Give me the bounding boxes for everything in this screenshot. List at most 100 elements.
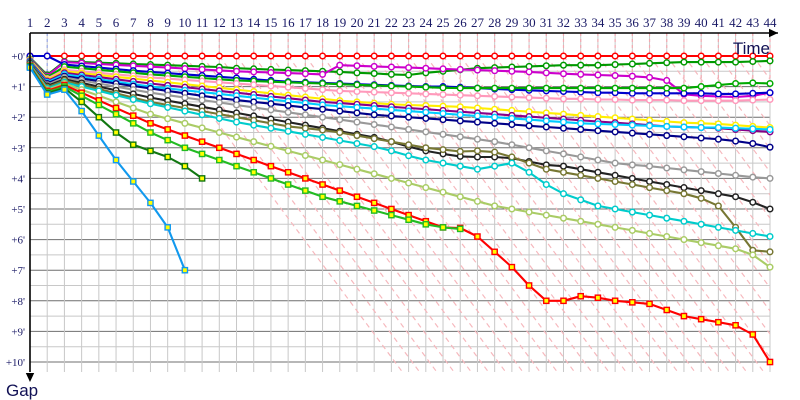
x-tick-label: 40	[695, 15, 708, 30]
series-marker-s14	[749, 229, 757, 238]
series-marker-s03	[508, 67, 516, 75]
series-marker-s15	[645, 229, 654, 238]
series-marker-s11	[370, 120, 378, 129]
series-marker-s13	[387, 138, 395, 146]
series-marker-s06	[370, 88, 378, 96]
series-marker-s01	[628, 52, 636, 60]
series-marker-s03	[215, 66, 223, 74]
series-marker-s01	[95, 52, 103, 60]
series-marker-s06	[473, 92, 481, 100]
series-marker-s13	[422, 144, 430, 152]
series-marker-s09	[663, 122, 671, 130]
series-marker-s04	[749, 89, 757, 97]
x-tick-label: 43	[746, 15, 759, 30]
series-marker-s13	[336, 128, 344, 137]
series-marker-s16	[388, 205, 395, 213]
series-marker-s11	[405, 125, 413, 133]
series-marker-s15	[146, 110, 155, 118]
series-marker-s16	[474, 233, 481, 240]
series-marker-s19	[181, 266, 189, 274]
series-marker-s14	[198, 111, 206, 119]
series-marker-s12	[645, 177, 654, 186]
series-marker-s12	[680, 184, 688, 192]
series-marker-s06	[491, 92, 499, 100]
series-marker-s14	[628, 208, 636, 216]
series-marker-s18	[112, 129, 120, 136]
x-tick-label: 9	[164, 15, 171, 30]
series-marker-s11	[336, 116, 344, 124]
series-marker-s16	[560, 297, 567, 305]
series-marker-s13	[645, 184, 654, 192]
series-marker-s01	[663, 52, 671, 60]
pace-reference-line	[614, 55, 770, 266]
series-marker-s06	[284, 83, 292, 91]
series-marker-s19	[147, 199, 154, 207]
series-marker-s11	[645, 162, 654, 170]
series-marker-s05	[439, 84, 447, 92]
series-marker-s15	[594, 220, 602, 228]
series-marker-s16	[284, 168, 292, 176]
series-marker-s06	[714, 97, 722, 105]
pace-reference-line	[649, 55, 770, 220]
series-marker-s17	[95, 101, 103, 109]
series-marker-s06	[250, 81, 258, 89]
x-tick-label: 2	[44, 15, 51, 30]
series-marker-s05	[663, 84, 671, 92]
x-tick-label: 33	[574, 15, 587, 30]
series-marker-s17	[439, 224, 447, 231]
series-marker-s03	[542, 69, 550, 77]
series-marker-s15	[267, 142, 275, 150]
series-marker-s13	[577, 171, 585, 179]
series-marker-s09	[577, 119, 585, 127]
series-marker-s10	[628, 129, 636, 137]
series-marker-s10	[473, 118, 481, 126]
series-marker-s18	[78, 98, 85, 106]
series-marker-s12	[577, 165, 585, 173]
y-tick-label: +5'	[11, 204, 25, 216]
series-marker-s10	[611, 128, 619, 136]
series-marker-s01	[697, 52, 705, 60]
series-marker-s04	[697, 89, 705, 97]
series-marker-s09	[456, 111, 464, 119]
series-marker-s10	[559, 124, 568, 132]
x-tick-label: 14	[247, 15, 261, 30]
x-tick-label: 3	[61, 15, 68, 30]
series-marker-s14	[181, 107, 189, 115]
series-marker-s04	[766, 89, 774, 97]
series-marker-s03	[370, 62, 378, 70]
series-marker-s13	[370, 135, 378, 143]
series-marker-s15	[405, 179, 413, 187]
series-marker-s15	[714, 242, 722, 250]
series-marker-s15	[198, 124, 206, 132]
series-marker-s11	[714, 169, 722, 178]
x-tick-label: 6	[113, 15, 120, 30]
series-marker-s11	[284, 108, 292, 116]
series-marker-s01	[405, 52, 413, 60]
series-marker-s11	[422, 128, 430, 136]
pace-reference-line	[322, 55, 559, 372]
series-marker-s01	[559, 52, 568, 60]
series-marker-s11	[181, 94, 189, 102]
series-marker-s13	[559, 168, 568, 176]
series-marker-s14	[301, 130, 309, 138]
series-marker-s01	[164, 52, 172, 60]
series-marker-s13	[611, 177, 619, 186]
series-marker-s09	[697, 124, 705, 132]
series-marker-s02	[405, 71, 413, 79]
series-marker-s06	[749, 96, 757, 104]
y-tick-label: +7'	[11, 265, 25, 277]
series-marker-s01	[267, 52, 275, 60]
series-marker-s11	[542, 147, 550, 155]
series-marker-s11	[439, 130, 447, 138]
pace-reference-line	[666, 55, 770, 197]
series-marker-s01	[508, 52, 516, 60]
series-marker-s11	[663, 164, 671, 172]
series-marker-s10	[422, 114, 430, 122]
series-marker-s01	[577, 52, 585, 60]
series-marker-s11	[766, 174, 774, 182]
series-marker-s16	[680, 312, 688, 320]
x-tick-label: 11	[196, 15, 209, 30]
series-marker-s14	[473, 165, 481, 173]
series-marker-s10	[336, 107, 344, 115]
